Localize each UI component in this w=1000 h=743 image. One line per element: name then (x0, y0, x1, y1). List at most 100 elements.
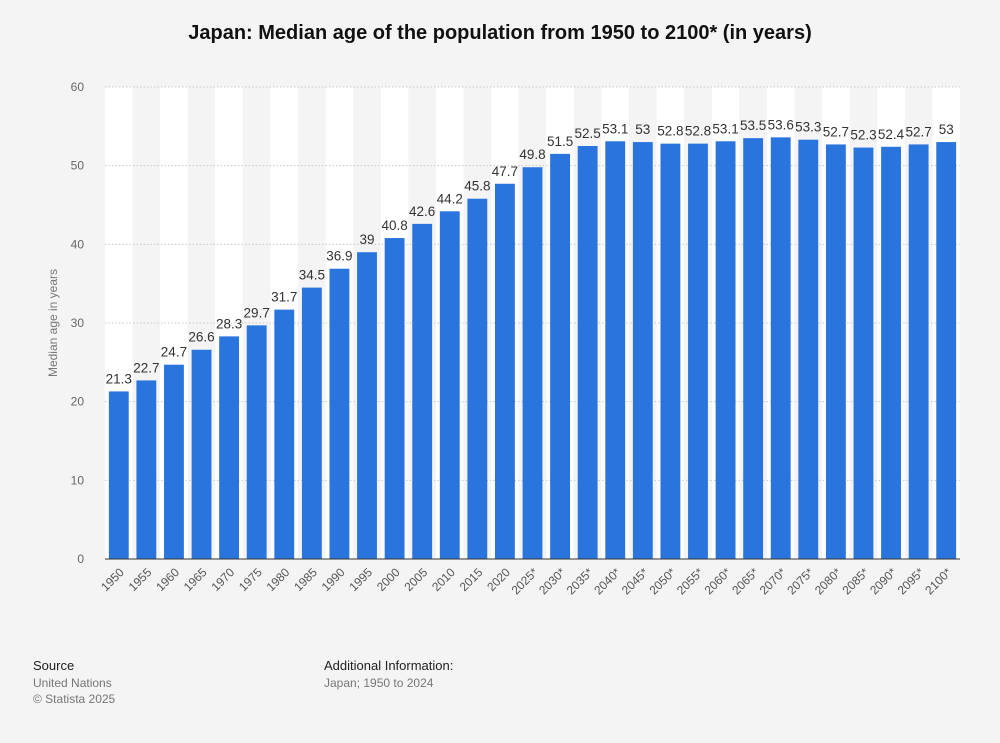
data-label: 31.7 (271, 290, 297, 305)
bar (412, 223, 433, 559)
info-line-1: Japan; 1950 to 2024 (324, 676, 434, 690)
data-label: 52.4 (878, 127, 905, 142)
x-tick-label: 2070* (757, 565, 789, 597)
data-label: 53.6 (768, 117, 794, 132)
x-tick-label: 2000 (374, 565, 403, 594)
bar (108, 391, 129, 559)
data-label: 53.3 (795, 120, 821, 135)
x-tick-label: 2065* (729, 565, 761, 597)
bar (577, 146, 598, 559)
y-tick-label: 20 (71, 395, 85, 409)
source-block: Source United Nations © Statista 2025 (33, 658, 115, 707)
data-label: 28.3 (216, 316, 242, 331)
bar (136, 380, 157, 559)
y-tick-label: 30 (71, 316, 85, 330)
bar (550, 153, 571, 559)
data-label: 29.7 (244, 305, 270, 320)
data-label: 53 (635, 122, 650, 137)
bar (770, 137, 791, 559)
x-tick-label: 2045* (619, 565, 651, 597)
bar (715, 141, 736, 559)
x-tick-label: 2010 (429, 565, 458, 594)
x-tick-label: 2020 (484, 565, 513, 594)
data-label: 52.7 (823, 124, 849, 139)
bar (219, 336, 240, 559)
data-label: 53.5 (740, 118, 766, 133)
bar (494, 183, 515, 559)
y-tick-label: 50 (71, 159, 85, 173)
chart-title: Japan: Median age of the population from… (188, 22, 812, 44)
info-heading: Additional Information: (324, 658, 454, 673)
bar (467, 198, 488, 559)
source-line-2: © Statista 2025 (33, 692, 116, 706)
data-label: 44.2 (437, 191, 463, 206)
bar (853, 147, 874, 559)
source-heading: Source (33, 658, 75, 673)
bar (605, 141, 626, 559)
bar (439, 211, 460, 559)
bar (246, 325, 267, 559)
bar (688, 143, 708, 559)
bar (522, 167, 543, 560)
x-tick-label: 2055* (674, 565, 706, 597)
bar (936, 142, 957, 560)
bar (632, 142, 653, 560)
y-tick-label: 0 (77, 552, 84, 566)
y-tick-label: 60 (71, 80, 85, 94)
data-label: 34.5 (299, 268, 325, 283)
x-tick-label: 2030* (536, 565, 568, 597)
x-tick-label: 1985 (291, 565, 320, 594)
bar (881, 146, 901, 559)
bar (743, 138, 764, 559)
x-tick-label: 2060* (702, 565, 734, 597)
y-tick-label: 10 (71, 473, 85, 487)
data-label: 52.8 (685, 124, 711, 139)
x-tick-label: 1990 (319, 565, 348, 594)
data-label: 53.1 (712, 121, 738, 136)
x-tick-label: 2050* (646, 565, 678, 597)
x-tick-label: 1970 (208, 565, 237, 594)
data-label: 49.8 (519, 147, 545, 162)
x-tick-label: 1955 (126, 565, 155, 594)
y-tick-label: 40 (71, 237, 85, 251)
data-label: 52.3 (850, 128, 876, 143)
bar (660, 143, 681, 559)
data-label: 47.7 (492, 164, 518, 179)
data-label: 51.5 (547, 134, 573, 149)
source-line-1[interactable]: United Nations (33, 676, 112, 690)
data-label: 24.7 (161, 345, 187, 360)
x-tick-label: 1975 (236, 565, 265, 594)
data-label: 42.6 (409, 204, 435, 219)
data-label: 53.1 (602, 121, 628, 136)
x-tick-label: 2100* (922, 565, 954, 597)
data-label: 36.9 (326, 249, 352, 264)
data-label: 52.7 (905, 124, 931, 139)
bar (301, 287, 322, 559)
data-label: 52.5 (575, 126, 601, 141)
data-label: 45.8 (464, 179, 490, 194)
x-tick-label: 2035* (564, 565, 596, 597)
data-label: 22.7 (133, 360, 159, 375)
x-tick-label: 2075* (784, 565, 816, 597)
bar (274, 309, 295, 559)
data-label: 52.8 (657, 124, 683, 139)
bar (825, 144, 846, 559)
data-label: 26.6 (188, 330, 214, 345)
bar (384, 238, 405, 560)
bar (357, 252, 377, 559)
additional-info-block: Additional Information: Japan; 1950 to 2… (324, 658, 453, 691)
bar (908, 144, 929, 559)
y-axis-title: Median age in years (46, 269, 60, 377)
x-tick-label: 1960 (153, 565, 182, 594)
bar (191, 349, 212, 559)
data-label: 53 (939, 122, 954, 137)
x-tick-label: 2040* (591, 565, 623, 597)
data-label: 21.3 (106, 371, 132, 386)
bar-chart: 0 10 20 30 40 50 60 21.3 1950 22.7 1955 24.7 1960 26.… (46, 80, 960, 597)
x-tick-label: 1980 (264, 565, 293, 594)
x-tick-label: 2005 (402, 565, 431, 594)
bar (164, 364, 184, 559)
x-tick-label: 2015 (457, 565, 486, 594)
data-label: 40.8 (381, 218, 407, 233)
x-tick-label: 2080* (812, 565, 844, 597)
